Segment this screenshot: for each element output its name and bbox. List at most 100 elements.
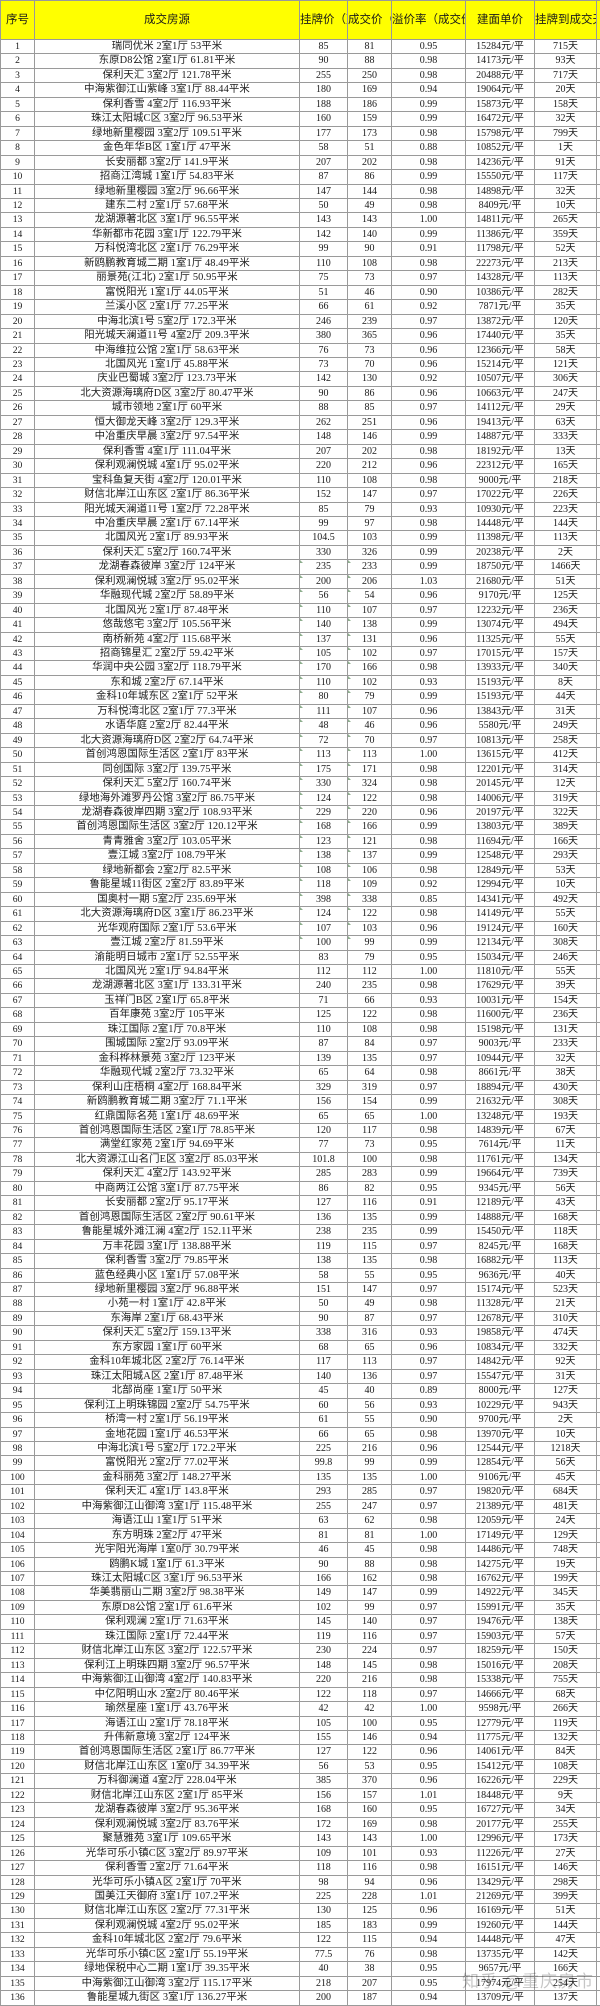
cell-list-price[interactable]: 76 — [300, 343, 348, 357]
cell-unit-price[interactable]: 13843元/平 — [466, 704, 535, 718]
cell-unit-price[interactable]: 12059元/平 — [466, 1514, 535, 1528]
cell-list-price[interactable]: 130 — [300, 1904, 348, 1918]
cell-deal-price[interactable]: 82 — [348, 1181, 392, 1195]
cell-premium-rate[interactable]: 0.96 — [392, 1774, 466, 1788]
cell-deal-price[interactable]: 235 — [348, 1225, 392, 1239]
cell-deal-price[interactable]: 143 — [348, 213, 392, 227]
cell-index[interactable]: 8 — [1, 141, 35, 155]
cell-premium-rate[interactable]: 0.99 — [392, 560, 466, 574]
cell-index[interactable]: 95 — [1, 1398, 35, 1412]
cell-deal-price[interactable]: 326 — [348, 545, 392, 559]
cell-deal-time[interactable]: 2022.08.03 — [597, 1326, 600, 1340]
cell-days[interactable]: 29天 — [535, 401, 597, 415]
cell-deal-price[interactable]: 324 — [348, 777, 392, 791]
cell-list-price[interactable]: 145 — [300, 1615, 348, 1629]
cell-deal-time[interactable]: 2022.08.02 — [597, 1499, 600, 1513]
cell-unit-price[interactable]: 10229元/平 — [466, 1398, 535, 1412]
cell-days[interactable]: 157天 — [535, 647, 597, 661]
cell-list-price[interactable]: 127 — [300, 1745, 348, 1759]
cell-list-price[interactable]: 81 — [300, 1528, 348, 1542]
cell-house[interactable]: 珠江太阳城A区 2室1厅 87.48平米 — [35, 1369, 300, 1383]
cell-premium-rate[interactable]: 0.97 — [392, 647, 466, 661]
cell-premium-rate[interactable]: 1.01 — [392, 1890, 466, 1904]
cell-premium-rate[interactable]: 0.96 — [392, 1875, 466, 1889]
cell-unit-price[interactable]: 20197元/平 — [466, 806, 535, 820]
cell-premium-rate[interactable]: 0.98 — [392, 1066, 466, 1080]
cell-deal-time[interactable]: 2022.08.06 — [597, 907, 600, 921]
cell-deal-time[interactable]: 2022.08.09 — [597, 574, 600, 588]
cell-list-price[interactable]: 118 — [300, 1861, 348, 1875]
cell-index[interactable]: 102 — [1, 1499, 35, 1513]
cell-premium-rate[interactable]: 0.93 — [392, 502, 466, 516]
cell-days[interactable]: 233天 — [535, 1037, 597, 1051]
cell-unit-price[interactable]: 14112元/平 — [466, 401, 535, 415]
cell-deal-price[interactable]: 207 — [348, 1976, 392, 1990]
cell-days[interactable]: 32天 — [535, 184, 597, 198]
cell-unit-price[interactable]: 14341元/平 — [466, 892, 535, 906]
cell-list-price[interactable]: 200 — [300, 574, 348, 588]
cell-house[interactable]: 首创鸿恩国际生活区 3室2厅 120.12平米 — [35, 820, 300, 834]
cell-house[interactable]: 庆业巴蜀城 3室2厅 123.73平米 — [35, 372, 300, 386]
cell-unit-price[interactable]: 19260元/平 — [466, 1918, 535, 1932]
cell-list-price[interactable]: 124 — [300, 907, 348, 921]
cell-deal-time[interactable]: 2022.08.09 — [597, 545, 600, 559]
cell-list-price[interactable]: 398 — [300, 892, 348, 906]
cell-index[interactable]: 26 — [1, 401, 35, 415]
cell-premium-rate[interactable]: 0.97 — [392, 488, 466, 502]
cell-unit-price[interactable]: 12232元/平 — [466, 603, 535, 617]
cell-days[interactable]: 247天 — [535, 386, 597, 400]
cell-house[interactable]: 财信北岸江山东区 2室1厅 85平米 — [35, 1788, 300, 1802]
cell-unit-price[interactable]: 13429元/平 — [466, 1875, 535, 1889]
cell-house[interactable]: 光宇阳光海岸 1室0厅 30.79平米 — [35, 1543, 300, 1557]
cell-deal-time[interactable]: 2022.08.03 — [597, 1282, 600, 1296]
cell-index[interactable]: 129 — [1, 1890, 35, 1904]
cell-days[interactable]: 154天 — [535, 993, 597, 1007]
cell-list-price[interactable]: 102 — [300, 1600, 348, 1614]
cell-index[interactable]: 126 — [1, 1846, 35, 1860]
cell-days[interactable]: 481天 — [535, 1499, 597, 1513]
cell-house[interactable]: 北国风光 2室1厅 94.84平米 — [35, 965, 300, 979]
cell-list-price[interactable]: 380 — [300, 329, 348, 343]
cell-days[interactable]: 32天 — [535, 112, 597, 126]
cell-house[interactable]: 金科10年城北区 2室2厅 79.6平米 — [35, 1933, 300, 1947]
cell-premium-rate[interactable]: 0.95 — [392, 1268, 466, 1282]
cell-list-price[interactable]: 338 — [300, 1326, 348, 1340]
cell-list-price[interactable]: 45 — [300, 1384, 348, 1398]
cell-days[interactable]: 108天 — [535, 1759, 597, 1773]
cell-deal-time[interactable]: 2022.07.30 — [597, 1875, 600, 1889]
cell-index[interactable]: 67 — [1, 993, 35, 1007]
cell-deal-price[interactable]: 86 — [348, 170, 392, 184]
cell-premium-rate[interactable]: 0.96 — [392, 415, 466, 429]
cell-premium-rate[interactable]: 0.98 — [392, 979, 466, 993]
cell-list-price[interactable]: 139 — [300, 1051, 348, 1065]
cell-list-price[interactable]: 40 — [300, 1962, 348, 1976]
cell-days[interactable]: 1466天 — [535, 560, 597, 574]
cell-unit-price[interactable]: 10944元/平 — [466, 1051, 535, 1065]
cell-house[interactable]: 保利观澜悦城 4室2厅 95.02平米 — [35, 1918, 300, 1932]
cell-list-price[interactable]: 90 — [300, 54, 348, 68]
cell-unit-price[interactable]: 12849元/平 — [466, 863, 535, 877]
cell-house[interactable]: 百年康苑 3室2厅 105平米 — [35, 1008, 300, 1022]
cell-days[interactable]: 146天 — [535, 1861, 597, 1875]
cell-unit-price[interactable]: 11694元/平 — [466, 834, 535, 848]
cell-house[interactable]: 金科丽苑 3室2厅 148.27平米 — [35, 1470, 300, 1484]
cell-deal-time[interactable]: 2022.08.06 — [597, 921, 600, 935]
cell-index[interactable]: 42 — [1, 632, 35, 646]
cell-index[interactable]: 107 — [1, 1572, 35, 1586]
cell-list-price[interactable]: 140 — [300, 618, 348, 632]
cell-premium-rate[interactable]: 0.97 — [392, 1311, 466, 1325]
cell-deal-time[interactable]: 2022.07.30 — [597, 1991, 600, 2005]
cell-premium-rate[interactable]: 0.99 — [392, 227, 466, 241]
